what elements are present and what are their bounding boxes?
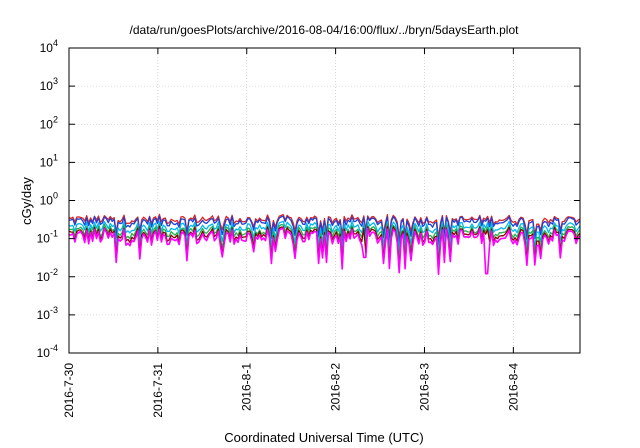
- x-tick-label: 2016-8-4: [506, 363, 520, 411]
- x-tick-label: 2016-7-30: [62, 363, 76, 418]
- y-tick-label: 103: [40, 76, 58, 93]
- y-tick-label: 104: [40, 38, 58, 55]
- series-line-3: [68, 220, 581, 254]
- tick-labels: 10-4 10-3 10-2 10-1 100 101 102 103 104 2016-7-30…: [37, 38, 521, 418]
- y-tick-label: 10-4: [37, 343, 58, 360]
- series-line-2: [68, 215, 581, 246]
- y-tick-label: 101: [40, 152, 58, 169]
- series-line-4: [68, 223, 581, 263]
- x-axis-title: Coordinated Universal Time (UTC): [224, 430, 423, 445]
- x-tick-label: 2016-8-3: [417, 363, 431, 411]
- y-tick-label: 100: [40, 191, 58, 208]
- grid: [69, 48, 580, 353]
- series-line-6: [68, 227, 581, 276]
- y-tick-label: 10-2: [37, 267, 58, 284]
- y-tick-label: 10-3: [37, 305, 58, 322]
- axis-ticks: [68, 47, 580, 354]
- y-tick-label: 102: [40, 114, 58, 131]
- series-lines: [68, 213, 581, 276]
- y-tick-label: 10-1: [37, 229, 58, 246]
- chart-title: /data/run/goesPlots/archive/2016-08-04/1…: [130, 23, 520, 37]
- series-line-5: [68, 225, 581, 269]
- x-tick-label: 2016-7-31: [151, 363, 165, 418]
- series-line-1: [68, 213, 581, 239]
- y-axis-title: cGy/day: [19, 177, 34, 225]
- x-tick-label: 2016-8-1: [240, 363, 254, 411]
- x-tick-label: 2016-8-2: [329, 363, 343, 411]
